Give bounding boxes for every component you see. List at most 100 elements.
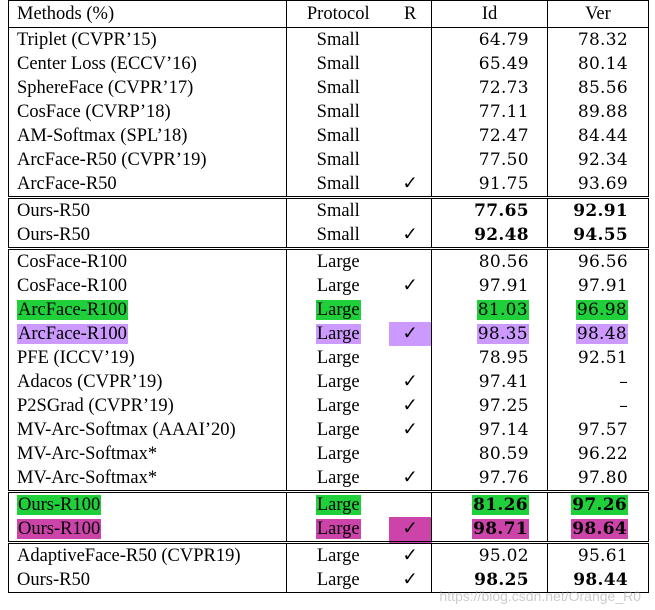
r-cell-text: ✓ (402, 396, 418, 416)
ver-cell-text: 92.91 (573, 201, 628, 221)
id-cell: 80.59 (431, 442, 548, 466)
id-cell-text: 92.48 (474, 225, 529, 245)
table-row: MV-Arc-Softmax (AAAI’20) Large ✓ 97.14 97.57 (8, 418, 649, 442)
table-row: Ours-R50 Large ✓ 98.25 98.44 (8, 568, 649, 593)
table-row: Ours-R50 Small ✓ 92.48 94.55 (8, 223, 649, 249)
method-cell-text: P2SGrad (CVPR’19) (17, 396, 174, 416)
r-cell-text: ✓ (402, 420, 418, 440)
id-cell: 81.26 (431, 490, 548, 517)
method-cell-text: Ours-R50 (17, 570, 90, 590)
r-cell-text: ✓ (402, 519, 418, 539)
method-cell-text: PFE (ICCV’19) (17, 348, 135, 368)
method-cell-text: Center Loss (ECCV’16) (17, 54, 197, 74)
method-cell: AdaptiveFace-R50 (CVPR19) (8, 541, 288, 568)
table-row: Triplet (CVPR’15) Small 64.79 78.32 (8, 27, 649, 52)
ver-cell: 98.44 (546, 568, 649, 593)
r-cell (389, 148, 432, 172)
protocol-cell: Small (287, 76, 389, 100)
table-row: P2SGrad (CVPR’19) Large ✓ 97.25 – (8, 394, 649, 418)
ver-cell: – (546, 394, 649, 418)
id-cell-text: 98.35 (476, 324, 529, 344)
ver-cell-text: 96.22 (577, 444, 628, 464)
protocol-cell-text: Large (315, 519, 361, 539)
method-cell: MV-Arc-Softmax* (8, 442, 288, 466)
method-cell-text: Ours-R50 (17, 201, 90, 221)
id-cell: 81.03 (431, 298, 548, 322)
method-cell-text: ArcFace-R50 (17, 174, 117, 194)
method-cell-text: SphereFace (CVPR’17) (17, 78, 194, 98)
protocol-cell: Small (287, 52, 389, 76)
id-cell-text: 97.41 (478, 372, 529, 392)
id-cell-text: 98.25 (474, 570, 529, 590)
ver-cell-text: – (619, 372, 628, 392)
table-row: Ours-R50 Small 77.65 92.91 (8, 196, 649, 223)
ver-cell: 89.88 (546, 100, 649, 124)
protocol-cell-text: Large (316, 276, 360, 296)
protocol-cell-text: Small (316, 126, 360, 146)
table-header-row: Methods (%) Protocol R Id Ver (8, 0, 649, 28)
id-cell-text: 97.76 (478, 468, 529, 488)
id-cell: 97.76 (431, 466, 548, 492)
id-cell-text: 80.56 (478, 252, 529, 272)
id-cell: 92.48 (431, 223, 548, 249)
id-cell: 77.11 (431, 100, 548, 124)
method-cell: Ours-R50 (8, 196, 288, 223)
r-cell-text: ✓ (402, 468, 418, 488)
id-cell: 98.71 (431, 517, 548, 543)
method-cell: P2SGrad (CVPR’19) (8, 394, 288, 418)
protocol-cell: Small (287, 100, 389, 124)
method-cell-text: CosFace-R100 (17, 252, 127, 272)
ver-cell: 98.48 (546, 322, 649, 346)
table-row: Ours-R100 Large 81.26 97.26 (8, 490, 649, 517)
protocol-cell: Large (287, 346, 389, 370)
ver-cell: 94.55 (546, 223, 649, 249)
ver-cell: 95.61 (546, 541, 649, 568)
id-cell-text: 97.25 (478, 396, 529, 416)
r-cell (389, 196, 432, 223)
r-cell: ✓ (389, 172, 432, 198)
ver-cell-text: 95.61 (577, 546, 628, 566)
r-cell-text: ✓ (402, 324, 418, 344)
table-row: CosFace (CVRP’18) Small 77.11 89.88 (8, 100, 649, 124)
protocol-cell-text: Large (316, 252, 360, 272)
method-cell-text: AM-Softmax (SPL’18) (17, 126, 188, 146)
ver-cell-text: 84.44 (577, 126, 628, 146)
method-cell: Adacos (CVPR’19) (8, 370, 288, 394)
id-cell: 77.50 (431, 148, 548, 172)
ver-cell: 96.56 (546, 247, 649, 274)
id-cell-text: 77.65 (474, 201, 529, 221)
protocol-cell-text: Large (316, 420, 360, 440)
method-cell-text: MV-Arc-Softmax* (17, 468, 158, 488)
r-cell (389, 490, 432, 517)
table-row: Ours-R100 Large ✓ 98.71 98.64 (8, 517, 649, 543)
id-cell-text: 80.59 (478, 444, 529, 464)
ver-cell: 84.44 (546, 124, 649, 148)
id-cell: 64.79 (431, 27, 548, 52)
protocol-cell-text: Small (316, 201, 360, 221)
id-cell-text: 97.91 (478, 276, 529, 296)
ver-cell-text: 80.14 (577, 54, 628, 74)
protocol-cell-text: Small (316, 78, 360, 98)
method-cell-text: Ours-R50 (17, 225, 90, 245)
id-cell: 97.91 (431, 274, 548, 298)
method-cell: MV-Arc-Softmax (AAAI’20) (8, 418, 288, 442)
id-cell-text: 81.03 (476, 300, 529, 320)
method-cell-text: AdaptiveFace-R50 (CVPR19) (17, 546, 241, 566)
protocol-cell: Large (287, 370, 389, 394)
id-cell-text: 65.49 (478, 54, 529, 74)
header-protocol: Protocol (286, 0, 390, 28)
method-cell-text: CosFace-R100 (17, 276, 127, 296)
r-cell (389, 346, 432, 370)
protocol-cell-text: Small (316, 102, 360, 122)
protocol-cell: Large (287, 394, 389, 418)
protocol-cell: Small (287, 124, 389, 148)
ver-cell: 98.64 (546, 517, 649, 543)
table-row: AM-Softmax (SPL’18) Small 72.47 84.44 (8, 124, 649, 148)
r-cell (389, 100, 432, 124)
id-cell: 91.75 (431, 172, 548, 198)
protocol-cell-text: Large (316, 546, 360, 566)
protocol-cell-text: Small (316, 30, 360, 50)
ver-cell-text: 97.26 (571, 495, 628, 515)
ver-cell-text: 98.44 (573, 570, 628, 590)
protocol-cell: Large (287, 274, 389, 298)
